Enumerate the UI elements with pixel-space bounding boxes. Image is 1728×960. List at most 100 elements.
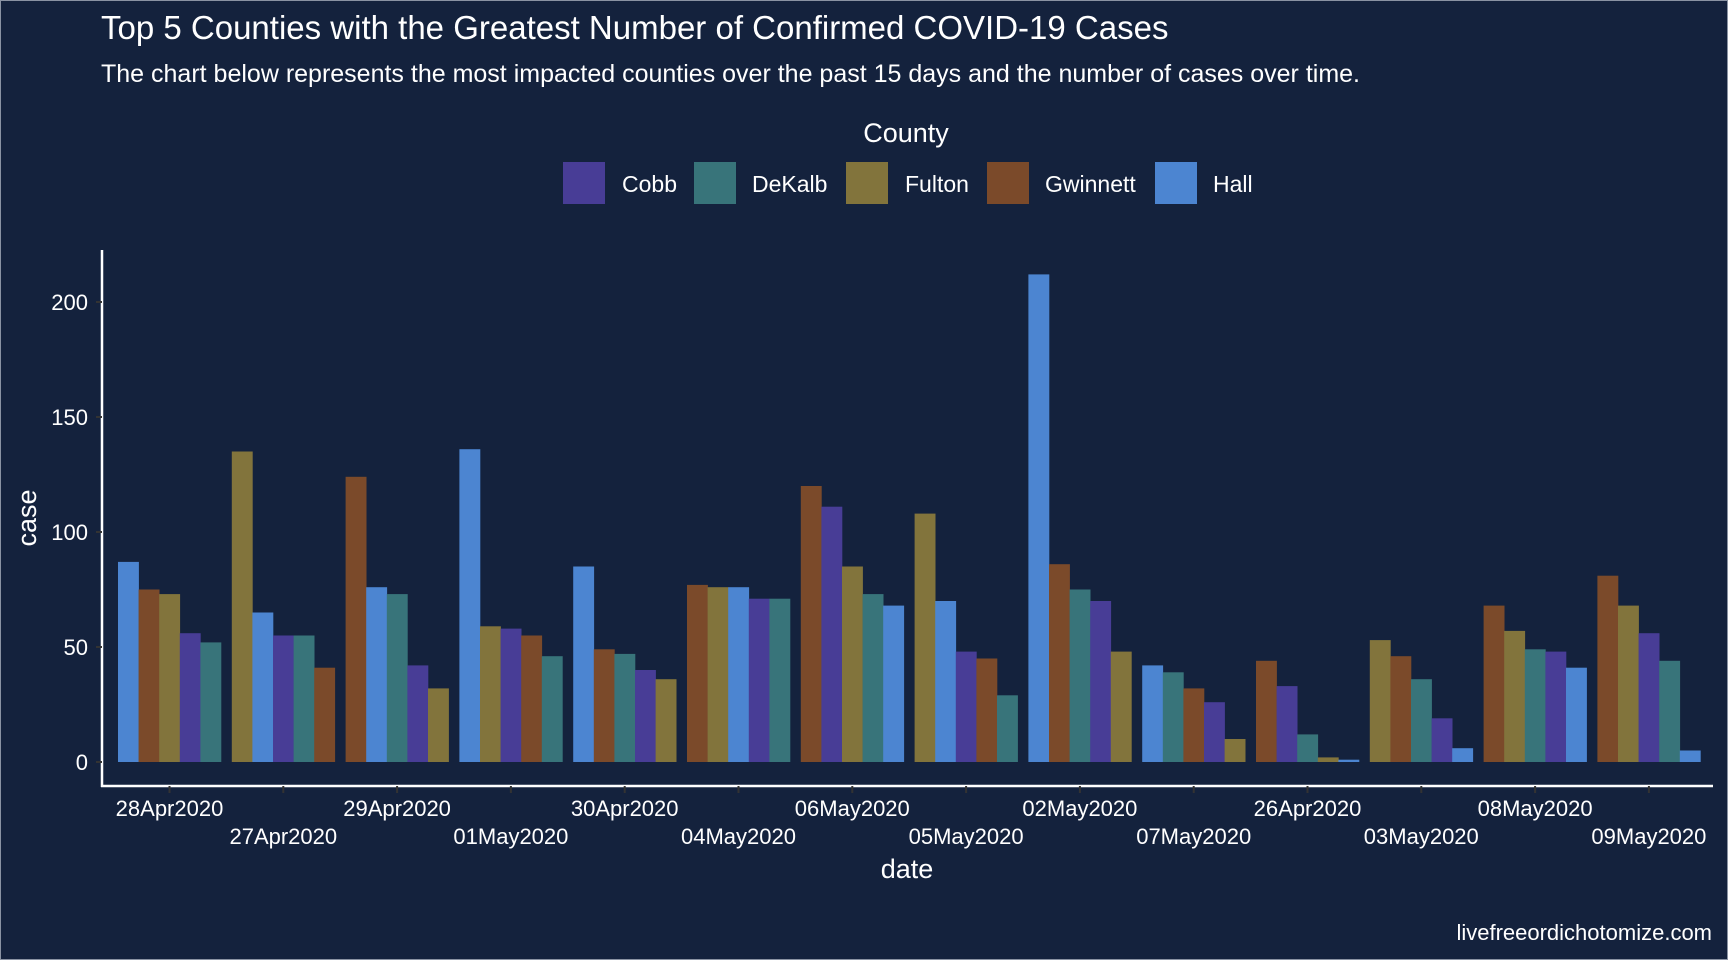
chart-subtitle: The chart below represents the most impa…	[101, 60, 1360, 88]
bar-fulton-07May2020	[1224, 739, 1246, 762]
bar-group-09May2020	[1597, 575, 1701, 762]
bar-dekalb-08May2020	[1524, 649, 1546, 762]
legend-swatch-hall	[1155, 162, 1197, 204]
bar-dekalb-06May2020	[862, 594, 884, 762]
bar-dekalb-03May2020	[1411, 679, 1432, 762]
legend-swatch-gwinnett	[987, 162, 1029, 204]
bar-dekalb-28Apr2020	[200, 642, 222, 762]
x-tick-label: 30Apr2020	[571, 796, 679, 821]
bar-cobb-27Apr2020	[273, 635, 294, 762]
legend-swatch-dekalb	[694, 162, 736, 204]
bar-group-08May2020	[1483, 605, 1587, 762]
bar-group-05May2020	[914, 513, 1018, 762]
bar-group-07May2020	[1142, 665, 1246, 762]
bar-gwinnett-05May2020	[976, 658, 998, 762]
y-tick-label: 100	[51, 520, 88, 545]
bar-gwinnett-30Apr2020	[593, 649, 615, 762]
bar-group-04May2020	[687, 584, 791, 762]
bar-fulton-08May2020	[1504, 630, 1526, 762]
bar-fulton-26Apr2020	[1317, 757, 1339, 762]
bar-hall-07May2020	[1142, 665, 1164, 762]
bar-gwinnett-26Apr2020	[1256, 660, 1277, 762]
bar-group-28Apr2020	[118, 561, 222, 762]
x-tick-label: 28Apr2020	[116, 796, 224, 821]
bar-fulton-04May2020	[707, 587, 729, 762]
x-tick-label: 09May2020	[1591, 824, 1706, 849]
bar-gwinnett-03May2020	[1390, 656, 1412, 762]
bar-dekalb-04May2020	[769, 598, 791, 762]
bar-group-01May2020	[459, 449, 563, 762]
bar-cobb-28Apr2020	[179, 633, 201, 762]
bar-dekalb-05May2020	[997, 695, 1018, 762]
bar-hall-06May2020	[883, 605, 905, 762]
x-tick-label: 27Apr2020	[229, 824, 337, 849]
bar-cobb-06May2020	[821, 506, 843, 762]
source-caption: livefreeordichotomize.com	[1456, 920, 1712, 945]
bar-dekalb-01May2020	[541, 656, 563, 762]
bar-gwinnett-04May2020	[687, 584, 708, 762]
bar-cobb-03May2020	[1431, 718, 1453, 762]
x-tick-label: 07May2020	[1136, 824, 1251, 849]
bar-gwinnett-27Apr2020	[314, 667, 336, 762]
bar-group-02May2020	[1028, 274, 1132, 762]
legend-label-dekalb: DeKalb	[752, 171, 827, 197]
bar-fulton-27Apr2020	[231, 451, 253, 762]
legend-label-cobb: Cobb	[622, 171, 677, 197]
bar-dekalb-29Apr2020	[386, 594, 408, 762]
bar-fulton-05May2020	[914, 513, 936, 762]
bar-gwinnett-29Apr2020	[345, 476, 367, 762]
bar-cobb-07May2020	[1204, 702, 1225, 762]
x-tick-label: 29Apr2020	[343, 796, 451, 821]
bar-gwinnett-07May2020	[1183, 688, 1205, 762]
bar-dekalb-27Apr2020	[293, 635, 315, 762]
bar-gwinnett-08May2020	[1483, 605, 1505, 762]
bars	[118, 274, 1701, 762]
bar-group-06May2020	[800, 486, 905, 762]
bar-fulton-30Apr2020	[655, 679, 677, 762]
bar-dekalb-09May2020	[1659, 660, 1681, 762]
bar-gwinnett-06May2020	[800, 486, 822, 762]
bar-cobb-09May2020	[1638, 633, 1660, 762]
bar-dekalb-02May2020	[1069, 589, 1091, 762]
bar-group-26Apr2020	[1256, 660, 1360, 762]
bar-fulton-06May2020	[842, 566, 863, 762]
y-tick-label: 50	[64, 635, 88, 660]
x-tick-label: 08May2020	[1478, 796, 1593, 821]
y-tick-label: 0	[76, 750, 88, 775]
bar-cobb-30Apr2020	[635, 670, 656, 762]
x-tick-label: 01May2020	[453, 824, 568, 849]
legend-swatch-cobb	[563, 162, 605, 204]
bar-group-30Apr2020	[573, 566, 677, 762]
bar-cobb-04May2020	[748, 598, 770, 762]
bar-hall-28Apr2020	[118, 561, 139, 762]
bar-hall-08May2020	[1566, 667, 1587, 762]
bar-cobb-08May2020	[1545, 651, 1567, 762]
legend-label-gwinnett: Gwinnett	[1045, 171, 1136, 197]
bar-hall-05May2020	[935, 601, 957, 762]
x-tick-label: 03May2020	[1364, 824, 1479, 849]
bar-gwinnett-28Apr2020	[138, 589, 160, 762]
bar-hall-27Apr2020	[252, 612, 274, 762]
bar-group-03May2020	[1369, 640, 1474, 762]
y-axis: 0 50 100 150 200	[51, 250, 104, 787]
legend-title: County	[863, 118, 949, 148]
x-axis-title: date	[881, 854, 934, 884]
legend-swatch-fulton	[846, 162, 888, 204]
bar-hall-30Apr2020	[573, 566, 595, 762]
bar-cobb-05May2020	[955, 651, 977, 762]
bar-cobb-29Apr2020	[407, 665, 429, 762]
bar-gwinnett-01May2020	[521, 635, 543, 762]
bar-group-27Apr2020	[231, 451, 336, 762]
bar-hall-03May2020	[1452, 748, 1474, 762]
bar-fulton-29Apr2020	[428, 688, 449, 762]
bar-gwinnett-09May2020	[1597, 575, 1619, 762]
bar-cobb-02May2020	[1090, 601, 1112, 762]
legend-label-hall: Hall	[1213, 171, 1253, 197]
x-tick-label: 06May2020	[795, 796, 910, 821]
bar-hall-01May2020	[459, 449, 481, 762]
y-axis-title: case	[12, 489, 42, 546]
x-tick-label: 26Apr2020	[1254, 796, 1362, 821]
bar-cobb-26Apr2020	[1276, 686, 1298, 762]
